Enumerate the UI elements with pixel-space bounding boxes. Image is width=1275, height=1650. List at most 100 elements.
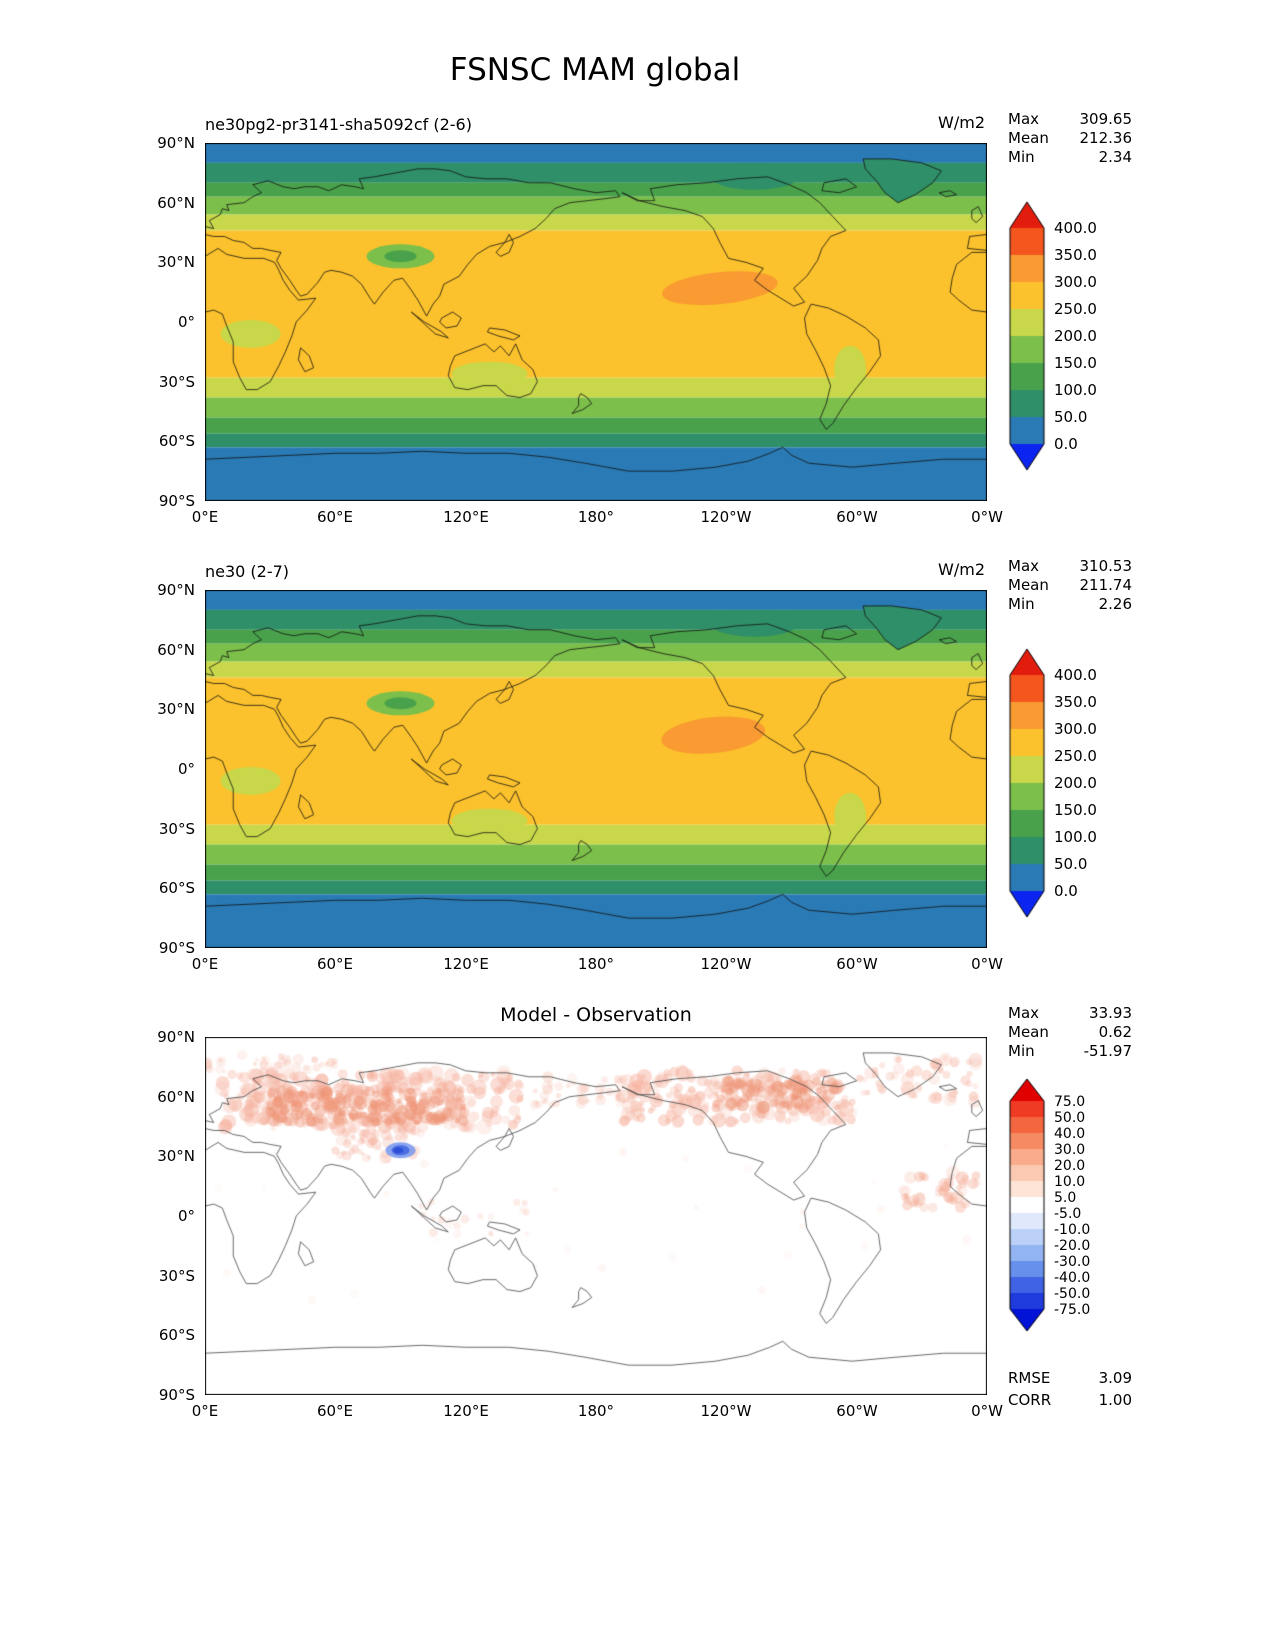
stat-row-max: Max 309.65 bbox=[1008, 110, 1132, 129]
lat-tick-label: 60°S bbox=[158, 1326, 195, 1344]
lat-tick-label: 0° bbox=[177, 1207, 195, 1225]
panel-title: ne30 (2-7) bbox=[205, 562, 290, 581]
colorbar-tick-label: 400.0 bbox=[1054, 219, 1097, 237]
colorbar-tick-label: 0.0 bbox=[1054, 435, 1078, 453]
lon-tick-label: 120°W bbox=[700, 955, 752, 973]
panel-title: ne30pg2-pr3141-sha5092cf (2-6) bbox=[205, 115, 472, 134]
colorbar-model-2 bbox=[1008, 645, 1048, 925]
stat-min-label: Min bbox=[1008, 595, 1035, 613]
stat-mean-label: Mean bbox=[1008, 576, 1049, 594]
colorbar-tick-label: -75.0 bbox=[1054, 1302, 1091, 1318]
lat-tick-label: 90°S bbox=[158, 1386, 195, 1404]
colorbar-tick-label: 250.0 bbox=[1054, 300, 1097, 318]
colorbar-tick-label: 30.0 bbox=[1054, 1142, 1086, 1158]
lon-tick-label: 180° bbox=[577, 955, 615, 973]
figure-title: FSNSC MAM global bbox=[449, 52, 741, 88]
lat-tick-label: 60°S bbox=[158, 432, 195, 450]
stat-corr-value: 1.00 bbox=[1098, 1391, 1132, 1409]
colorbar-tick-label: 40.0 bbox=[1054, 1126, 1086, 1142]
lat-tick-label: 90°S bbox=[158, 939, 195, 957]
stat-max-label: Max bbox=[1008, 110, 1040, 128]
stat-row-min: Min 2.26 bbox=[1008, 595, 1132, 614]
stat-row-rmse: RMSE 3.09 bbox=[1008, 1367, 1132, 1389]
colorbar-tick-label: 200.0 bbox=[1054, 774, 1097, 792]
colorbar-tick-label: 250.0 bbox=[1054, 747, 1097, 765]
colorbar-tick-label: 10.0 bbox=[1054, 1174, 1086, 1190]
lat-tick-label: 60°N bbox=[157, 1088, 195, 1106]
lon-tick-label: 120°E bbox=[443, 1402, 489, 1420]
colorbar-tick-label: -10.0 bbox=[1054, 1222, 1091, 1238]
lon-tick-label: 120°E bbox=[443, 508, 489, 526]
colorbar-tick-label: 20.0 bbox=[1054, 1158, 1086, 1174]
stat-corr-label: CORR bbox=[1008, 1391, 1052, 1409]
colorbar-tick-label: -30.0 bbox=[1054, 1254, 1091, 1270]
map-canvas-model-2 bbox=[205, 590, 987, 948]
stat-mean-label: Mean bbox=[1008, 129, 1049, 147]
lat-tick-label: 30°N bbox=[157, 253, 195, 271]
lon-tick-label: 60°E bbox=[316, 1402, 354, 1420]
lon-tick-label: 0°W bbox=[971, 1402, 1003, 1420]
colorbar-tick-label: -5.0 bbox=[1054, 1206, 1082, 1222]
stat-rmse-label: RMSE bbox=[1008, 1369, 1051, 1387]
stat-min-value: 2.34 bbox=[1098, 148, 1132, 166]
colorbar-tick-label: 200.0 bbox=[1054, 327, 1097, 345]
stats-extra-block: RMSE 3.09 CORR 1.00 bbox=[1008, 1367, 1132, 1411]
colorbar-tick-label: 50.0 bbox=[1054, 408, 1088, 426]
lat-tick-label: 90°N bbox=[157, 134, 195, 152]
lon-tick-label: 0°E bbox=[191, 955, 219, 973]
stat-mean-value: 0.62 bbox=[1098, 1023, 1132, 1041]
colorbar-tick-label: -50.0 bbox=[1054, 1286, 1091, 1302]
stat-max-label: Max bbox=[1008, 1004, 1040, 1022]
stat-mean-value: 211.74 bbox=[1079, 576, 1133, 594]
lon-tick-label: 0°E bbox=[191, 1402, 219, 1420]
stat-max-value: 309.65 bbox=[1079, 110, 1133, 128]
stat-row-max: Max 33.93 bbox=[1008, 1004, 1132, 1023]
colorbar-tick-label: 5.0 bbox=[1054, 1190, 1077, 1206]
stat-row-mean: Mean 211.74 bbox=[1008, 576, 1132, 595]
lon-tick-label: 60°E bbox=[316, 508, 354, 526]
lat-tick-label: 0° bbox=[177, 313, 195, 331]
colorbar-tick-label: -20.0 bbox=[1054, 1238, 1091, 1254]
colorbar-tick-label: -40.0 bbox=[1054, 1270, 1091, 1286]
stats-block: Max 309.65 Mean 212.36 Min 2.34 bbox=[1008, 110, 1132, 167]
stats-block: Max 310.53 Mean 211.74 Min 2.26 bbox=[1008, 557, 1132, 614]
lon-tick-label: 120°W bbox=[700, 508, 752, 526]
stats-block: Max 33.93 Mean 0.62 Min -51.97 bbox=[1008, 1004, 1132, 1061]
lon-tick-label: 120°E bbox=[443, 955, 489, 973]
lat-tick-label: 60°N bbox=[157, 641, 195, 659]
lat-tick-label: 30°N bbox=[157, 700, 195, 718]
colorbar-tick-label: 50.0 bbox=[1054, 1110, 1086, 1126]
lat-tick-label: 90°N bbox=[157, 581, 195, 599]
colorbar-difference bbox=[1008, 1075, 1048, 1335]
stat-min-value: -51.97 bbox=[1083, 1042, 1132, 1060]
lon-tick-label: 60°E bbox=[316, 955, 354, 973]
colorbar-tick-label: 100.0 bbox=[1054, 381, 1097, 399]
stat-row-corr: CORR 1.00 bbox=[1008, 1389, 1132, 1411]
lat-tick-label: 60°S bbox=[158, 879, 195, 897]
colorbar-model-1 bbox=[1008, 198, 1048, 478]
colorbar-tick-label: 350.0 bbox=[1054, 693, 1097, 711]
stat-min-value: 2.26 bbox=[1098, 595, 1132, 613]
lon-tick-label: 0°W bbox=[971, 955, 1003, 973]
lat-tick-label: 90°N bbox=[157, 1028, 195, 1046]
lat-tick-label: 30°S bbox=[158, 1267, 195, 1285]
stat-row-mean: Mean 212.36 bbox=[1008, 129, 1132, 148]
map-canvas-model-1 bbox=[205, 143, 987, 501]
lon-tick-label: 60°W bbox=[836, 1402, 878, 1420]
stat-mean-value: 212.36 bbox=[1079, 129, 1133, 147]
colorbar-tick-label: 75.0 bbox=[1054, 1094, 1086, 1110]
map-canvas-difference bbox=[205, 1037, 987, 1395]
stat-row-max: Max 310.53 bbox=[1008, 557, 1132, 576]
lon-tick-label: 60°W bbox=[836, 508, 878, 526]
stat-min-label: Min bbox=[1008, 148, 1035, 166]
lat-tick-label: 60°N bbox=[157, 194, 195, 212]
colorbar-tick-label: 150.0 bbox=[1054, 801, 1097, 819]
colorbar-tick-label: 300.0 bbox=[1054, 720, 1097, 738]
lon-tick-label: 180° bbox=[577, 1402, 615, 1420]
lon-tick-label: 0°W bbox=[971, 508, 1003, 526]
lon-tick-label: 0°E bbox=[191, 508, 219, 526]
stat-row-min: Min 2.34 bbox=[1008, 148, 1132, 167]
colorbar-tick-label: 100.0 bbox=[1054, 828, 1097, 846]
stat-min-label: Min bbox=[1008, 1042, 1035, 1060]
